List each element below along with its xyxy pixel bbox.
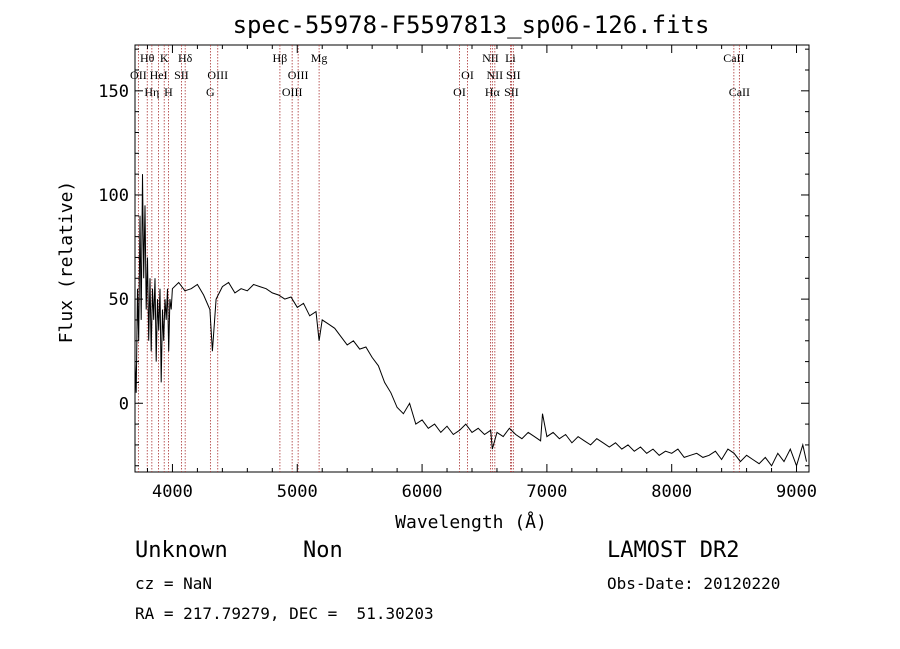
spectrum-series-line	[134, 174, 807, 468]
line-label-1: OII	[130, 68, 147, 82]
x-tick-label-3: 7000	[526, 482, 567, 502]
line-label-3: K	[160, 51, 169, 65]
object-class: Unknown	[135, 538, 228, 563]
line-label-6: Hδ	[178, 51, 193, 65]
y-axis-ticks: 0 50 100 150	[98, 48, 809, 467]
line-label-0: Hθ	[140, 51, 155, 65]
line-label-13: Mg	[311, 51, 328, 65]
redshift-cz: cz = NaN	[135, 574, 213, 593]
x-axis-ticks: 4000 5000 6000 7000 8000 9000	[146, 45, 817, 502]
line-label-20: SII	[506, 68, 521, 82]
coordinates: RA = 217.79279, DEC = 51.30203	[135, 604, 434, 623]
x-tick-label-0: 4000	[152, 482, 193, 502]
line-label-9: G	[206, 85, 215, 99]
spectral-line-markers	[137, 45, 740, 472]
line-label-23: CaII	[729, 85, 750, 99]
x-axis-label: Wavelength (Å)	[395, 511, 547, 533]
object-subclass: Non	[303, 538, 343, 563]
obs-date: Obs-Date: 20120220	[607, 574, 781, 593]
y-tick-label-2: 100	[98, 186, 129, 206]
line-label-18: Hα	[485, 85, 501, 99]
x-tick-label-1: 5000	[277, 482, 318, 502]
y-tick-label-1: 50	[109, 290, 129, 310]
line-label-8: OIII	[207, 68, 228, 82]
line-label-21: SII	[504, 85, 519, 99]
line-label-7: SII	[174, 68, 189, 82]
y-tick-label-3: 150	[98, 82, 129, 102]
line-label-17: NII	[487, 68, 504, 82]
line-label-19: Li	[505, 51, 516, 65]
line-label-16: NII	[482, 51, 499, 65]
line-label-4: HeI	[150, 68, 168, 82]
chart-title: spec-55978-F5597813_sp06-126.fits	[233, 11, 710, 39]
line-label-5: H	[164, 85, 173, 99]
y-tick-label-0: 0	[119, 394, 129, 414]
survey-name: LAMOST DR2	[607, 538, 740, 563]
x-tick-label-4: 8000	[651, 482, 692, 502]
line-label-22: CaII	[723, 51, 744, 65]
x-tick-label-2: 6000	[402, 482, 443, 502]
line-label-12: OIII	[282, 85, 303, 99]
line-label-14: OI	[461, 68, 474, 82]
line-label-10: Hβ	[273, 51, 288, 65]
line-label-2: Hη	[144, 85, 159, 99]
plot-frame	[134, 44, 810, 473]
y-axis-label: Flux (relative)	[56, 181, 77, 344]
line-label-11: OIII	[288, 68, 309, 82]
x-tick-label-5: 9000	[776, 482, 817, 502]
line-label-15: OI	[453, 85, 466, 99]
